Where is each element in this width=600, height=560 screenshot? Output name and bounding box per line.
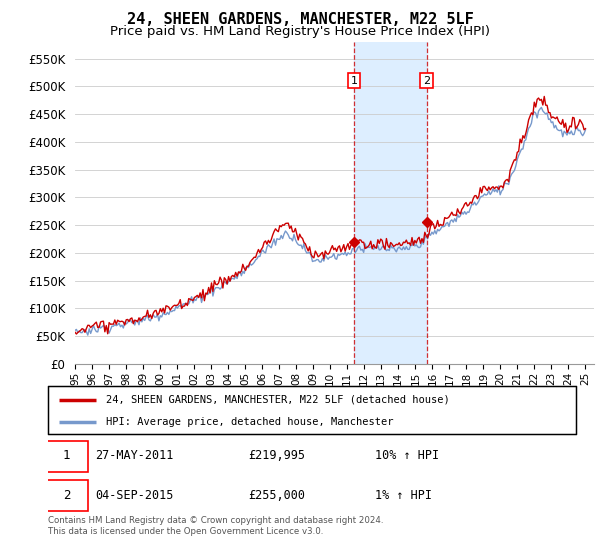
FancyBboxPatch shape bbox=[46, 441, 88, 472]
Text: 24, SHEEN GARDENS, MANCHESTER, M22 5LF (detached house): 24, SHEEN GARDENS, MANCHESTER, M22 5LF (… bbox=[106, 395, 450, 405]
Text: 24, SHEEN GARDENS, MANCHESTER, M22 5LF: 24, SHEEN GARDENS, MANCHESTER, M22 5LF bbox=[127, 12, 473, 27]
Text: HPI: Average price, detached house, Manchester: HPI: Average price, detached house, Manc… bbox=[106, 417, 394, 427]
Text: 2: 2 bbox=[423, 76, 430, 86]
Text: 10% ↑ HPI: 10% ↑ HPI bbox=[376, 449, 439, 463]
Text: £219,995: £219,995 bbox=[248, 449, 305, 463]
FancyBboxPatch shape bbox=[46, 480, 88, 511]
Text: 2: 2 bbox=[63, 488, 70, 502]
Text: 04-SEP-2015: 04-SEP-2015 bbox=[95, 488, 174, 502]
Text: 1% ↑ HPI: 1% ↑ HPI bbox=[376, 488, 433, 502]
Text: Price paid vs. HM Land Registry's House Price Index (HPI): Price paid vs. HM Land Registry's House … bbox=[110, 25, 490, 38]
Text: 1: 1 bbox=[63, 449, 70, 463]
Text: Contains HM Land Registry data © Crown copyright and database right 2024.
This d: Contains HM Land Registry data © Crown c… bbox=[48, 516, 383, 536]
Bar bbox=[354, 42, 427, 364]
Text: £255,000: £255,000 bbox=[248, 488, 305, 502]
Text: 27-MAY-2011: 27-MAY-2011 bbox=[95, 449, 174, 463]
Text: 1: 1 bbox=[350, 76, 358, 86]
